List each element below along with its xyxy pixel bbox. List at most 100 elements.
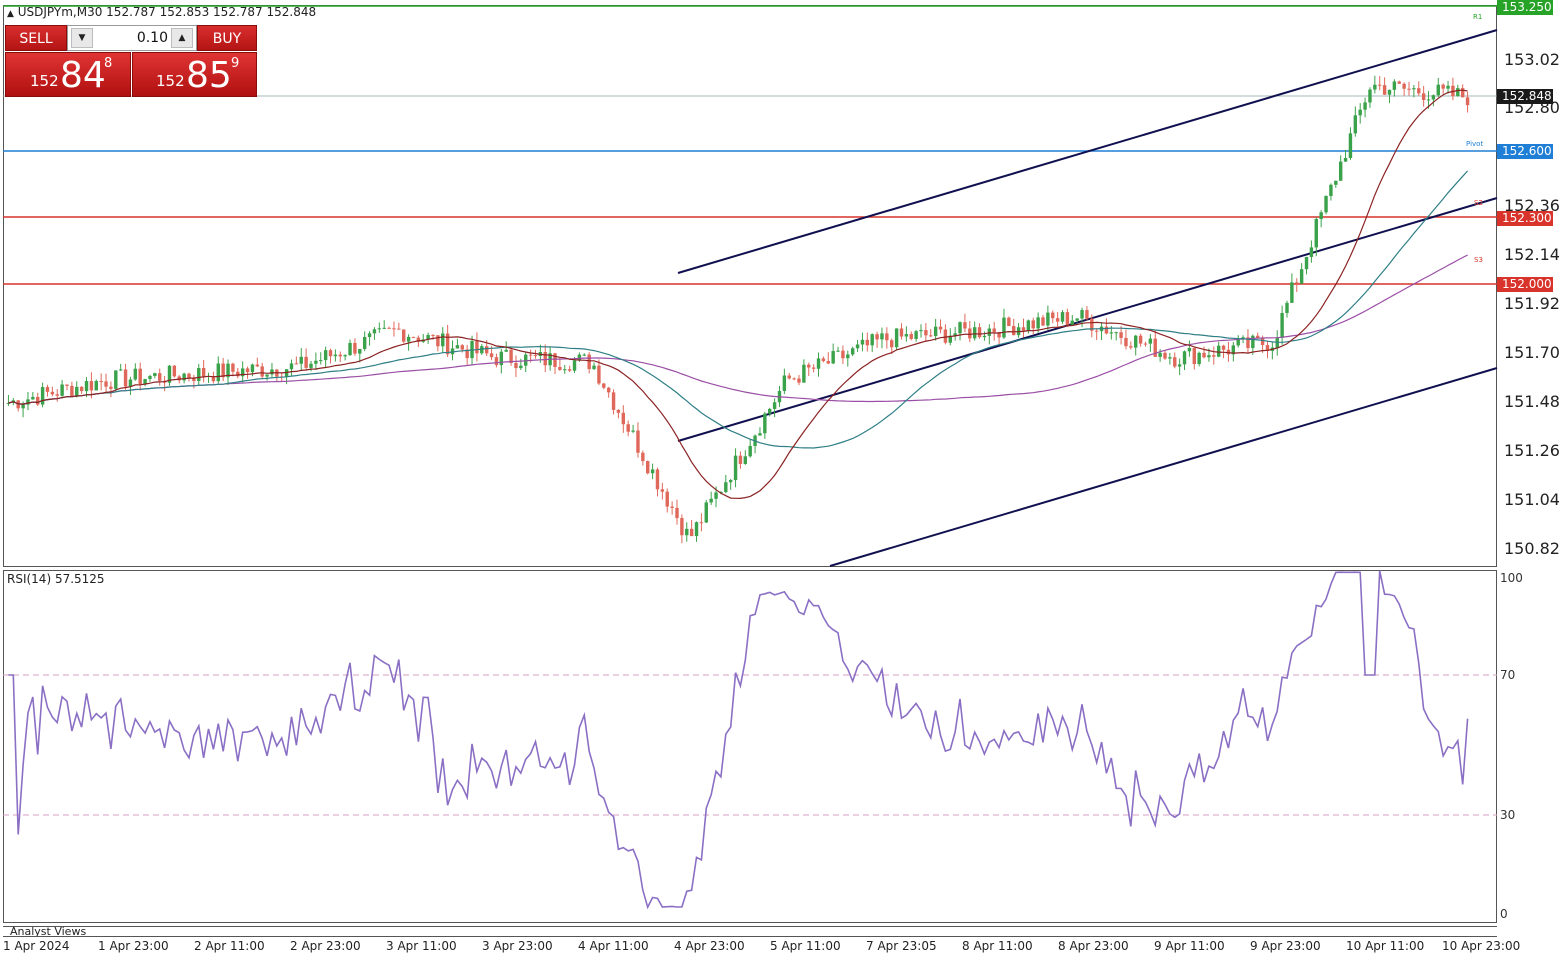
- channel-lower-line[interactable]: [829, 367, 1498, 567]
- rsi-line: [8, 570, 1469, 910]
- candle-body: [1177, 364, 1182, 367]
- candle-body: [1256, 335, 1260, 338]
- candle-body: [109, 386, 113, 389]
- channel-upper-line[interactable]: [677, 29, 1498, 274]
- candle-body: [201, 368, 206, 377]
- lot-increase-icon[interactable]: ▲: [171, 28, 193, 48]
- pivot-price-tag: 152.600: [1497, 144, 1553, 159]
- candle-body: [1348, 133, 1353, 158]
- candle-body: [480, 346, 484, 354]
- candle-body: [1119, 332, 1123, 338]
- candle-body: [1094, 330, 1099, 332]
- candle-body: [660, 489, 665, 492]
- candle-body: [187, 373, 191, 378]
- candle-body: [1436, 84, 1440, 96]
- candle-body: [40, 387, 45, 405]
- candle-body: [328, 350, 333, 357]
- candle-body: [1451, 85, 1455, 97]
- collapse-triangle-icon[interactable]: ▲: [7, 9, 14, 19]
- ma-mid-line: [8, 170, 1469, 449]
- candle-body: [733, 455, 738, 481]
- candle-body: [475, 341, 479, 354]
- candle-body: [362, 337, 367, 349]
- candle-body: [406, 336, 411, 342]
- candle-body: [1216, 345, 1221, 357]
- candle-body: [504, 349, 508, 352]
- candle-body: [499, 351, 504, 366]
- candle-body: [236, 371, 240, 377]
- candle-body: [441, 333, 445, 347]
- candle-body: [602, 383, 606, 388]
- candle-body: [26, 399, 30, 405]
- last-price-tag: 152.848: [1497, 89, 1553, 104]
- candle-body: [1168, 357, 1172, 359]
- buy-price-quote[interactable]: 152 85 9: [132, 52, 257, 97]
- candle-body: [626, 424, 630, 432]
- candle-body: [84, 381, 89, 392]
- candle-body: [167, 365, 172, 383]
- candle-body: [1280, 312, 1284, 338]
- candle-body: [1324, 195, 1328, 213]
- candle-body: [172, 365, 177, 377]
- candle-body: [528, 354, 533, 356]
- candle-body: [1138, 335, 1143, 344]
- candle-body: [514, 362, 518, 369]
- sell-price-point: 8: [104, 56, 113, 71]
- lot-decrease-icon[interactable]: ▼: [71, 28, 93, 48]
- candle-body: [1407, 88, 1411, 90]
- candle-body: [1329, 184, 1333, 196]
- price-label: 151.925: [1504, 294, 1560, 313]
- candle-body: [826, 361, 830, 364]
- candle-body: [641, 452, 645, 462]
- candle-body: [6, 402, 11, 404]
- s2-label: S2: [1474, 199, 1483, 207]
- candle-body: [997, 332, 1001, 338]
- candle-body: [1197, 352, 1201, 365]
- rsi-title: RSI(14) 57.5125: [7, 572, 105, 586]
- candle-body: [1343, 157, 1348, 162]
- candle-body: [1143, 343, 1148, 345]
- candle-body: [60, 384, 64, 396]
- candle-body: [558, 366, 562, 370]
- candle-body: [948, 335, 952, 343]
- candle-body: [1085, 310, 1089, 319]
- ma-slow-line: [8, 254, 1468, 405]
- buy-button[interactable]: BUY: [197, 25, 257, 51]
- candle-body: [1134, 335, 1138, 348]
- candle-body: [811, 367, 816, 369]
- candle-body: [821, 358, 826, 362]
- price-label: 151.265: [1504, 441, 1560, 460]
- candle-body: [1192, 348, 1196, 365]
- candle-body: [904, 334, 909, 337]
- sell-button[interactable]: SELL: [5, 25, 67, 51]
- candle-body: [685, 528, 689, 536]
- candle-body: [402, 329, 406, 342]
- candle-body: [123, 369, 128, 387]
- analyst-views-tab[interactable]: Analyst Views: [10, 926, 87, 936]
- sell-price-quote[interactable]: 152 84 8: [5, 52, 131, 97]
- candle-body: [894, 328, 899, 348]
- candle-body: [782, 375, 787, 391]
- candle-body: [65, 384, 69, 386]
- channel-middle-line[interactable]: [677, 197, 1498, 442]
- candle-body: [1338, 161, 1343, 181]
- sell-price-main: 84: [60, 55, 106, 96]
- candle-body: [79, 386, 84, 392]
- symbol-info-text: USDJPYm,M30 152.787 152.853 152.787 152.…: [17, 5, 317, 19]
- rsi-axis-label: 30: [1500, 808, 1516, 822]
- candle-body: [582, 354, 586, 356]
- candle-body: [1012, 326, 1016, 336]
- candle-body: [1309, 247, 1314, 257]
- lot-size-stepper[interactable]: ▼ 0.10 ▲: [67, 25, 197, 51]
- candle-body: [1334, 180, 1338, 185]
- candle-body: [1417, 88, 1421, 94]
- candle-body: [1368, 89, 1372, 103]
- candle-body: [1207, 355, 1211, 358]
- lot-size-value[interactable]: 0.10: [136, 30, 168, 46]
- candle-body: [1114, 332, 1118, 334]
- candle-body: [860, 339, 865, 345]
- candle-body: [465, 349, 469, 359]
- candle-body: [1387, 89, 1392, 95]
- candle-body: [436, 335, 440, 347]
